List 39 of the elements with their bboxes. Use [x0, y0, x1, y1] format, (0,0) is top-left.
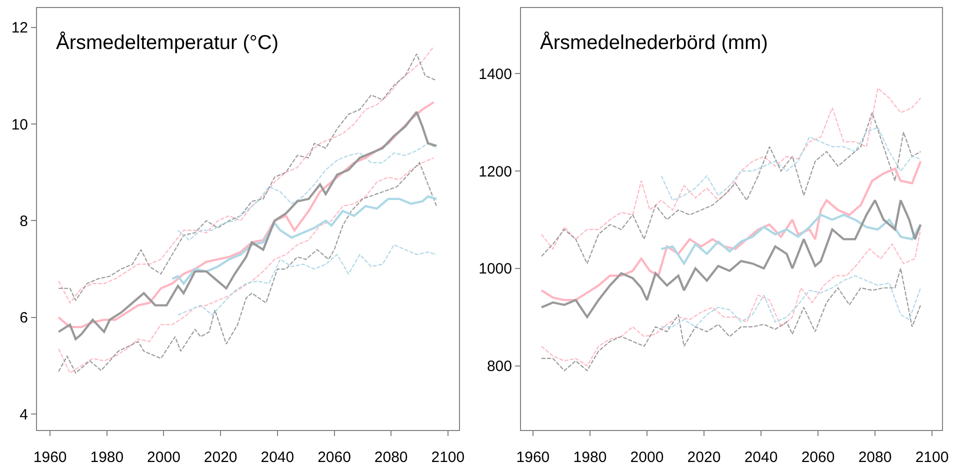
line-series — [660, 275, 922, 328]
line-series — [177, 244, 438, 316]
x-tick-label: 2060 — [318, 449, 351, 466]
x-tick-label: 2000 — [630, 449, 664, 466]
line-series — [540, 268, 922, 372]
y-tick-label: 800 — [486, 358, 512, 375]
y-tick-label: 1200 — [478, 163, 512, 180]
x-tick-label: 2080 — [858, 449, 892, 466]
x-tick-label: 2040 — [260, 449, 294, 466]
y-tick-label: 10 — [11, 116, 28, 134]
text: Årsmedelnederbörd (mm) — [540, 31, 768, 54]
x-tick-label: 1980 — [573, 449, 607, 466]
line-series — [540, 88, 922, 250]
line-series — [540, 112, 922, 264]
text: Årsmedeltemperatur (°C) — [56, 31, 278, 54]
x-tick-label: 2100 — [431, 449, 465, 466]
line-series — [540, 199, 922, 318]
x-tick-label: 2040 — [744, 449, 778, 466]
y-tick-label: 4 — [20, 406, 28, 424]
x-tick-label: 2020 — [204, 449, 238, 466]
line-series — [177, 142, 438, 241]
y-tick-label: 8 — [20, 212, 28, 230]
x-tick-label: 1960 — [33, 449, 67, 466]
x-tick-label: 1960 — [516, 449, 550, 466]
y-tick-label: 6 — [20, 310, 28, 327]
x-tick-label: 1980 — [90, 449, 124, 466]
y-tick-label: 1400 — [478, 66, 512, 83]
line-series — [540, 228, 922, 366]
x-tick-label: 2020 — [687, 449, 721, 466]
line-series — [660, 214, 922, 265]
line-series — [171, 195, 438, 285]
x-tick-label: 2000 — [147, 449, 180, 466]
line-series — [660, 126, 922, 201]
x-tick-label: 2080 — [374, 449, 408, 466]
line-series — [540, 160, 922, 302]
x-tick-label: 2100 — [915, 449, 949, 466]
x-tick-label: 2060 — [801, 449, 835, 466]
y-tick-label: 1000 — [478, 260, 512, 278]
y-tick-label: 12 — [11, 20, 28, 37]
